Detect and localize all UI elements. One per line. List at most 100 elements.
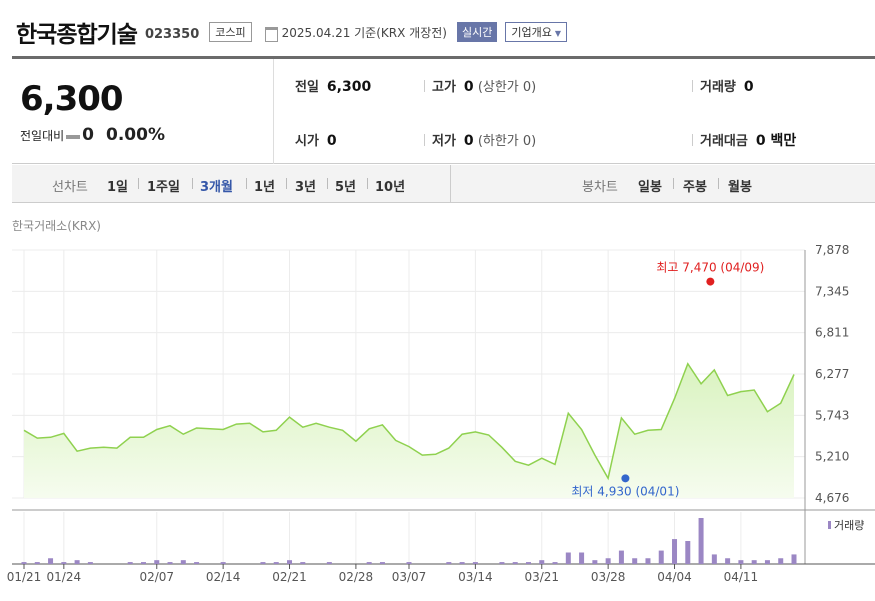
volume-bar	[525, 562, 531, 564]
period-3m[interactable]: 3개월	[200, 180, 233, 195]
volume-bar	[167, 562, 173, 564]
period-1y[interactable]: 1년	[254, 180, 276, 195]
volume-bar	[180, 560, 186, 564]
volume-bar	[472, 562, 478, 564]
volume-bar	[711, 554, 717, 564]
upper-limit: (상한가 0)	[477, 80, 537, 95]
period-3y[interactable]: 3년	[295, 180, 317, 195]
candle-chart-label: 봉차트	[582, 180, 618, 195]
prev-close-value: 6,300	[326, 79, 372, 95]
market-badge: 코스피	[209, 22, 252, 42]
period-5y[interactable]: 5년	[335, 180, 357, 195]
volume-bar	[366, 562, 372, 564]
divider	[367, 178, 368, 189]
candle-monthly[interactable]: 월봉	[728, 180, 752, 195]
volume-bar	[618, 550, 624, 564]
y-tick-label: 5,210	[815, 450, 849, 464]
volume: 거래량 0	[700, 76, 754, 95]
realtime-button[interactable]: 실시간	[456, 22, 498, 42]
x-axis-labels: 01/21 01/24 02/07 02/14 02/21 02/28 03/07 03/14…	[7, 564, 758, 584]
price-block: 6,300 전일대비 0 0.00%	[12, 59, 274, 164]
period-selector: 선차트 1일 1주일 3개월 1년 3년 5년 10년 봉차트 일봉 주봉 월봉	[12, 165, 875, 203]
volume-bar	[658, 550, 664, 564]
low-marker	[621, 474, 630, 483]
volume-bar	[74, 560, 80, 564]
volume-bar	[632, 558, 638, 564]
volume-label: 거래량	[700, 80, 736, 95]
x-tick-label: 02/07	[139, 570, 174, 584]
candle-daily[interactable]: 일봉	[638, 180, 662, 195]
volume-bar	[579, 552, 585, 564]
volume-bar	[21, 562, 27, 564]
volume-bar	[565, 552, 571, 564]
candle-weekly[interactable]: 주봉	[683, 180, 707, 195]
quote-panel: 6,300 전일대비 0 0.00% 전일 6,300 고가 0 (상한가 0) 거래량…	[12, 56, 875, 164]
amount-value: 0 백만	[755, 133, 797, 149]
volume-bar	[194, 562, 200, 564]
lower-limit: (하한가 0)	[477, 134, 537, 149]
company-overview-label: 기업개요	[511, 26, 552, 39]
open-label: 시가	[295, 134, 319, 149]
period-10y[interactable]: 10년	[375, 180, 406, 195]
y-tick-label: 7,878	[815, 243, 849, 257]
volume-bar	[672, 539, 678, 564]
x-tick-label: 03/14	[458, 570, 493, 584]
price-line	[23, 362, 795, 481]
volume-bar	[725, 558, 731, 564]
volume-bar	[220, 562, 226, 564]
y-tick-label: 6,277	[815, 367, 849, 381]
company-overview-button[interactable]: 기업개요 ▼	[505, 22, 567, 42]
divider	[327, 178, 328, 189]
volume-value: 0	[743, 79, 754, 95]
stock-name: 한국종합기술	[16, 22, 138, 48]
change-rate: 0.00%	[106, 125, 165, 145]
volume-bar	[499, 562, 505, 564]
volume-bar	[87, 562, 93, 564]
divider	[692, 80, 693, 92]
divider	[138, 178, 139, 189]
high-value: 0	[463, 79, 474, 95]
x-tick-label: 01/21	[7, 570, 42, 584]
x-tick-label: 02/14	[206, 570, 241, 584]
volume-legend-label: 거래량	[834, 519, 864, 532]
volume-bar	[698, 518, 704, 564]
volume-bar	[605, 558, 611, 564]
period-1w[interactable]: 1주일	[147, 180, 180, 195]
volume-bar	[539, 560, 545, 564]
volume-bar	[685, 541, 691, 564]
volume-legend-swatch	[828, 521, 831, 529]
line-chart-label: 선차트	[52, 180, 88, 195]
volume-bar	[260, 562, 266, 564]
open-value: 0	[326, 133, 337, 149]
divider	[424, 134, 425, 146]
change-label: 전일대비	[20, 129, 65, 143]
high-annotation: 최고 7,470 (04/09)	[656, 261, 764, 275]
divider	[450, 165, 451, 203]
stock-code: 023350	[144, 26, 200, 42]
volume-bar	[127, 562, 133, 564]
volume-bar	[34, 562, 40, 564]
divider	[673, 178, 674, 189]
volume-bar	[552, 562, 558, 564]
low-label: 저가	[432, 134, 456, 149]
low-value: 0	[463, 133, 474, 149]
period-1d[interactable]: 1일	[107, 180, 129, 195]
divider	[424, 80, 425, 92]
y-tick-label: 5,743	[815, 408, 849, 422]
volume-bar	[300, 562, 306, 564]
y-tick-label: 7,345	[815, 284, 849, 298]
volume-bar	[751, 560, 757, 564]
volume-bar	[140, 562, 146, 564]
volume-bar	[154, 560, 160, 564]
y-tick-label: 4,676	[815, 491, 849, 505]
volume-bar	[778, 558, 784, 564]
divider	[246, 178, 247, 189]
x-tick-label: 03/21	[524, 570, 559, 584]
y-tick-label: 6,811	[815, 326, 849, 340]
current-price: 6,300	[20, 79, 124, 119]
chart-source: 한국거래소(KRX)	[12, 219, 101, 233]
price-area	[24, 363, 794, 498]
volume-bar	[61, 562, 67, 564]
volume-bar	[287, 560, 293, 564]
